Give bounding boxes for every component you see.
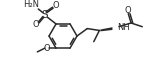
Text: H₂N: H₂N bbox=[23, 0, 39, 9]
Polygon shape bbox=[100, 27, 112, 31]
Text: S: S bbox=[42, 10, 48, 20]
Text: O: O bbox=[32, 20, 39, 29]
Text: O: O bbox=[43, 44, 50, 53]
Text: O: O bbox=[53, 1, 59, 10]
Text: NH: NH bbox=[117, 23, 130, 32]
Text: O: O bbox=[125, 6, 132, 15]
